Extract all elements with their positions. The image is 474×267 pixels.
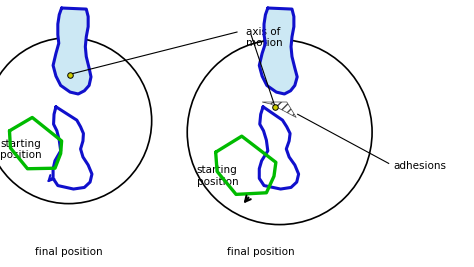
Polygon shape: [259, 107, 299, 189]
Text: axis of
motion: axis of motion: [246, 27, 283, 48]
Text: adhesions: adhesions: [393, 160, 447, 171]
Text: starting
position: starting position: [0, 139, 42, 160]
Text: final position: final position: [227, 246, 294, 257]
Text: final position: final position: [35, 246, 102, 257]
Text: starting
position: starting position: [197, 166, 238, 187]
Polygon shape: [53, 8, 91, 94]
Polygon shape: [53, 107, 92, 189]
Polygon shape: [259, 8, 297, 94]
Polygon shape: [262, 102, 296, 117]
